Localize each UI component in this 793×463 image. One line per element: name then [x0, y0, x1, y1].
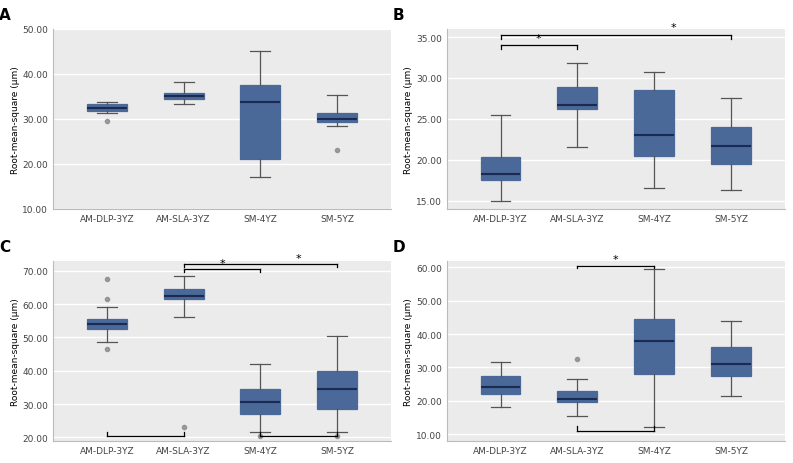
Y-axis label: Root-mean-square (μm): Root-mean-square (μm): [404, 66, 413, 173]
PathPatch shape: [86, 319, 127, 330]
Y-axis label: Root-mean-square (μm): Root-mean-square (μm): [10, 66, 20, 173]
Text: C: C: [0, 239, 10, 254]
Y-axis label: Root-mean-square (μm): Root-mean-square (μm): [10, 297, 20, 405]
PathPatch shape: [317, 371, 357, 409]
PathPatch shape: [711, 348, 751, 376]
Text: *: *: [613, 255, 619, 265]
PathPatch shape: [481, 158, 520, 181]
Text: *: *: [296, 253, 301, 263]
PathPatch shape: [86, 105, 127, 112]
PathPatch shape: [317, 114, 357, 123]
PathPatch shape: [634, 319, 674, 375]
Text: B: B: [393, 7, 404, 23]
PathPatch shape: [634, 91, 674, 156]
Text: *: *: [671, 23, 676, 33]
PathPatch shape: [240, 389, 281, 414]
Text: A: A: [0, 7, 11, 23]
PathPatch shape: [163, 289, 204, 300]
Text: *: *: [219, 258, 224, 268]
Text: *: *: [536, 34, 542, 44]
PathPatch shape: [557, 88, 597, 110]
Text: D: D: [393, 239, 405, 254]
Y-axis label: Root-mean-square (μm): Root-mean-square (μm): [404, 297, 413, 405]
PathPatch shape: [163, 94, 204, 100]
PathPatch shape: [481, 376, 520, 394]
PathPatch shape: [557, 391, 597, 403]
PathPatch shape: [711, 128, 751, 164]
PathPatch shape: [240, 86, 281, 160]
